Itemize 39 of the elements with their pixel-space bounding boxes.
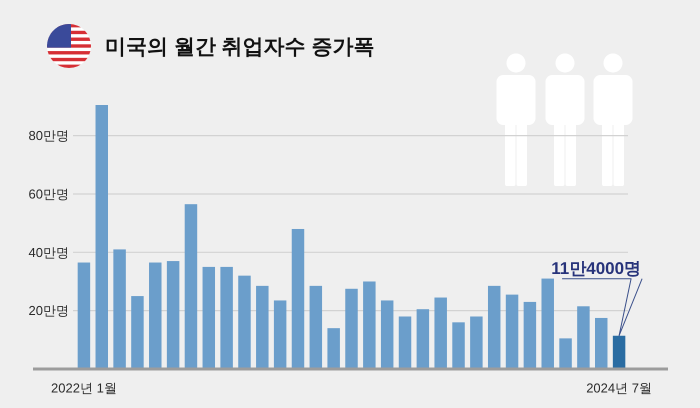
bar [380,300,394,369]
bar [452,322,465,369]
bar [149,262,162,369]
bar [327,328,340,369]
bar [113,249,126,369]
bar [184,204,198,369]
bar [541,278,554,369]
bar [524,302,536,369]
bar [577,306,590,369]
y-tick-label: 20만명 [28,303,69,318]
bar [96,105,108,369]
bar [416,309,430,369]
bar [274,300,286,369]
bar [470,316,483,369]
bar [292,228,304,369]
y-tick-label: 40만명 [28,244,69,260]
y-tick-label: 60만명 [28,186,69,202]
bar [612,336,626,369]
bar [506,294,518,369]
bar [559,338,572,369]
bar [131,296,144,369]
x-tick-label: 2022년 1월 [51,380,117,396]
bar [78,262,90,369]
x-tick-label: 2024년 7월 [586,380,652,396]
bar [488,286,500,369]
bar [256,286,269,369]
bar [345,288,358,369]
bar [434,298,447,369]
chart-title: 미국의 월간 취업자수 증가폭 [105,36,375,58]
bar [238,276,251,369]
bar [220,266,233,369]
bar [595,318,608,369]
y-tick-label: 80만명 [28,128,69,144]
annotation: 11만4000명 [551,259,642,278]
bar [398,316,412,369]
bar [166,261,180,369]
bar [202,266,216,369]
bar [310,286,322,369]
bar [363,281,376,369]
